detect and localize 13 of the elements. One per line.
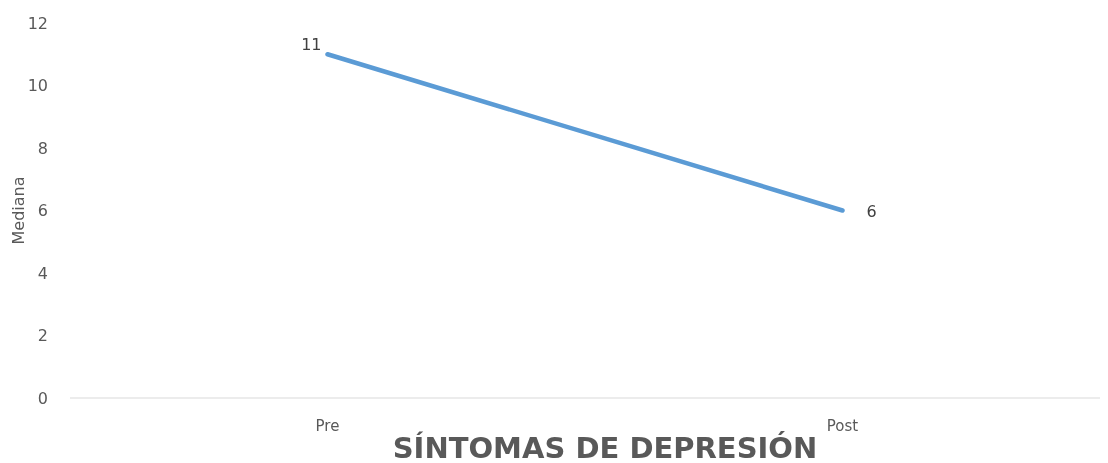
y-tick-label: 0 [37, 388, 48, 408]
y-tick-label: 6 [37, 201, 48, 221]
x-axis-title: SÍNTOMAS DE DEPRESIÓN [392, 431, 818, 463]
data-label: 6 [866, 201, 877, 221]
y-tick-label: 2 [37, 326, 48, 346]
y-axis-title: Mediana [9, 176, 28, 245]
x-tick-label: Post [826, 417, 859, 435]
x-tick-label: Pre [315, 417, 340, 435]
data-label: 11 [301, 35, 322, 55]
y-tick-label: 8 [37, 138, 48, 158]
y-tick-label: 10 [27, 76, 48, 96]
y-tick-label: 12 [27, 13, 48, 33]
y-tick-label: 4 [37, 263, 48, 283]
